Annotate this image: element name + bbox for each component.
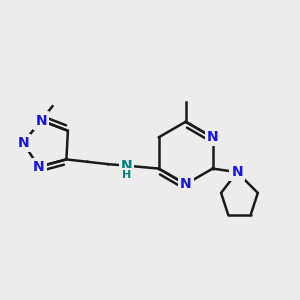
Text: N: N xyxy=(17,136,29,150)
Text: N: N xyxy=(33,160,44,174)
Text: N: N xyxy=(231,165,243,179)
Text: H: H xyxy=(122,169,131,180)
Text: N: N xyxy=(207,130,218,144)
Text: N: N xyxy=(35,113,47,128)
Text: N: N xyxy=(180,177,191,191)
Text: N: N xyxy=(121,159,132,172)
